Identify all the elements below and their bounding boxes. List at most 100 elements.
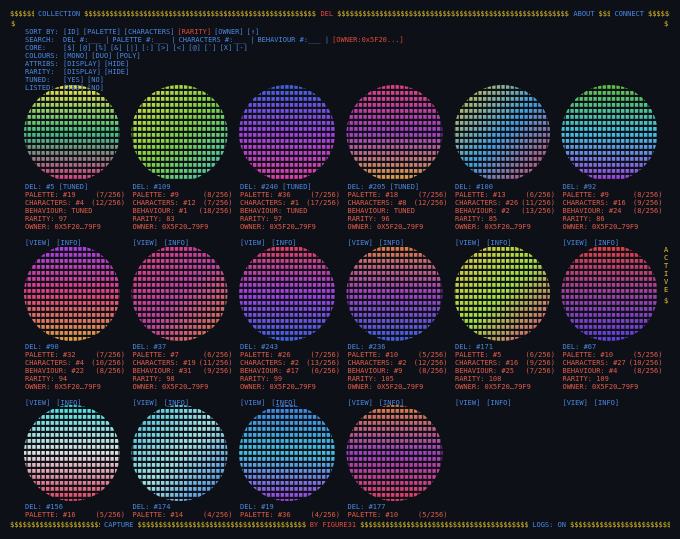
artwork[interactable]: [131, 405, 228, 501]
filter-option[interactable]: [-]: [235, 44, 248, 52]
artwork[interactable]: [561, 85, 658, 181]
artwork[interactable]: [346, 245, 443, 341]
info-line: PALETTE: #14 (4/256): [133, 511, 233, 518]
artwork[interactable]: [346, 405, 443, 501]
card-link[interactable]: [VIEW]: [25, 239, 51, 247]
filter-option[interactable]: [HIDE]: [103, 68, 130, 76]
info-line: RARITY: 108: [455, 375, 555, 383]
filter-label: TUNED:: [25, 76, 51, 84]
card-link[interactable]: [INFO]: [593, 239, 620, 247]
filter-option[interactable]: [`]: [203, 44, 217, 52]
nav-connect[interactable]: CONNECT: [614, 10, 644, 18]
artwork[interactable]: [131, 245, 228, 341]
card-link[interactable]: [VIEW]: [240, 399, 266, 407]
card-link[interactable]: [INFO]: [163, 399, 190, 407]
filter-option[interactable]: [@]: [188, 44, 201, 52]
filter-option[interactable]: PALETTE #:___ |: [112, 36, 176, 44]
card-info: DEL: #171 PALETTE: #5 (6/256) CHARACTERS: #…: [455, 343, 555, 407]
card-link[interactable]: [INFO]: [486, 239, 512, 247]
artwork[interactable]: [239, 245, 335, 341]
info-text: RARITY: 97: [25, 215, 68, 223]
card-info: DEL: #236 PALETTE: #10 (5/256) CHARACTERS: …: [348, 343, 448, 407]
filter-option[interactable]: [:]: [141, 44, 154, 52]
info-line: PALETTE: #32 (7/256): [25, 351, 125, 359]
nav-del[interactable]: DEL: [320, 10, 334, 18]
filter-option[interactable]: [POLY]: [115, 52, 141, 60]
card-link[interactable]: [VIEW]: [562, 399, 588, 407]
info-text: (11/256): [198, 359, 233, 367]
card-link[interactable]: [INFO]: [593, 399, 620, 407]
filter-option[interactable]: [X]: [219, 44, 233, 52]
border: $$$$$$$$$$$$$$$$$$$$$$$$$$$$$$$$$$$$$$$$…: [11, 20, 16, 28]
filter-option[interactable]: [ID]: [63, 28, 80, 36]
artwork[interactable]: [24, 405, 120, 501]
card-link[interactable]: [VIEW]: [25, 399, 51, 407]
card-link[interactable]: [INFO]: [486, 399, 512, 407]
card-link[interactable]: [INFO]: [378, 399, 405, 407]
info-text: DEL: #90: [25, 343, 59, 351]
filter-option[interactable]: [NO]: [87, 84, 104, 92]
card-link[interactable]: [VIEW]: [455, 239, 481, 247]
artwork[interactable]: [239, 85, 335, 181]
card-link[interactable]: [INFO]: [271, 239, 297, 247]
info-line: DEL: #37: [133, 343, 233, 351]
filter-option[interactable]: [PALETTE]: [82, 28, 121, 36]
info-line: RARITY: 99: [240, 375, 340, 383]
card-link[interactable]: [VIEW]: [240, 239, 266, 247]
filter-row: SORT BY: [ID] [PALETTE] [CHARACTERS] [RARITY…: [25, 28, 407, 36]
filter-option[interactable]: [DISPLAY]: [63, 68, 101, 76]
info-text: BEHAVIOUR: TUNED: [347, 207, 415, 215]
filter-option[interactable]: [↑]: [246, 28, 260, 36]
card-link[interactable]: [INFO]: [56, 399, 82, 407]
card-link[interactable]: [VIEW]: [347, 399, 373, 407]
filter-option[interactable]: DEL #:___ |: [63, 36, 110, 44]
artwork[interactable]: [131, 85, 228, 181]
filter-option[interactable]: [DUO]: [91, 52, 113, 60]
info-text: RARITY: 96: [347, 215, 390, 223]
card-link[interactable]: [VIEW]: [132, 399, 158, 407]
filter-option[interactable]: [HIDE]: [103, 60, 130, 68]
nav-collection[interactable]: COLLECTION: [38, 10, 81, 18]
info-text: BEHAVIOUR: #24: [562, 207, 622, 215]
artwork[interactable]: [239, 405, 335, 501]
filter-option[interactable]: [%]: [94, 44, 107, 52]
credit[interactable]: BY FIGURE31: [309, 521, 357, 529]
filter-option[interactable]: [YES]: [63, 84, 85, 92]
filter-option[interactable]: [OWNER]: [214, 28, 244, 36]
filter-option[interactable]: BEHAVIOUR #:___ |: [257, 36, 330, 44]
filter-option[interactable]: [$]: [63, 44, 76, 52]
artwork[interactable]: [561, 245, 658, 341]
card-link[interactable]: [INFO]: [56, 239, 82, 247]
card-info: DEL: #37 PALETTE: #7 (6/256) CHARACTERS: #1…: [133, 343, 233, 407]
filter-option[interactable]: [RARITY]: [177, 28, 212, 36]
artwork[interactable]: [454, 85, 550, 181]
filter-option[interactable]: [CHARACTERS]: [123, 28, 175, 36]
filter-option[interactable]: [OWNER:0x5F20...]: [332, 36, 404, 44]
filter-option[interactable]: [@]: [78, 44, 92, 52]
filter-option[interactable]: [>]: [156, 44, 170, 52]
card-link[interactable]: [VIEW]: [455, 399, 481, 407]
artwork[interactable]: [24, 245, 120, 341]
info-text: PALETTE: #32: [25, 351, 76, 359]
filter-option[interactable]: [NO]: [87, 76, 104, 84]
card-link[interactable]: [INFO]: [163, 239, 190, 247]
card-link[interactable]: [VIEW]: [562, 239, 588, 247]
filter-option[interactable]: [DISPLAY]: [63, 60, 101, 68]
card-link[interactable]: [INFO]: [271, 399, 297, 407]
filter-option[interactable]: [&]: [109, 44, 123, 52]
filter-option[interactable]: [YES]: [63, 76, 85, 84]
artwork[interactable]: [346, 85, 443, 181]
card-link[interactable]: [VIEW]: [132, 239, 158, 247]
artwork[interactable]: [454, 245, 550, 341]
filter-option[interactable]: [|]: [125, 44, 139, 52]
card-link[interactable]: [INFO]: [378, 239, 405, 247]
logs-toggle[interactable]: LOGS: ON: [532, 521, 566, 529]
nav-about[interactable]: ABOUT: [573, 10, 595, 18]
artwork[interactable]: [24, 85, 120, 181]
capture-button[interactable]: CAPTURE: [104, 521, 134, 529]
filter-option[interactable]: [<]: [172, 44, 186, 52]
filter-option[interactable]: [MONO]: [63, 52, 89, 60]
filter-option[interactable]: CHARACTERS #:___ |: [178, 36, 255, 44]
card-link[interactable]: [VIEW]: [347, 239, 373, 247]
info-line: RARITY: 97: [25, 215, 125, 223]
